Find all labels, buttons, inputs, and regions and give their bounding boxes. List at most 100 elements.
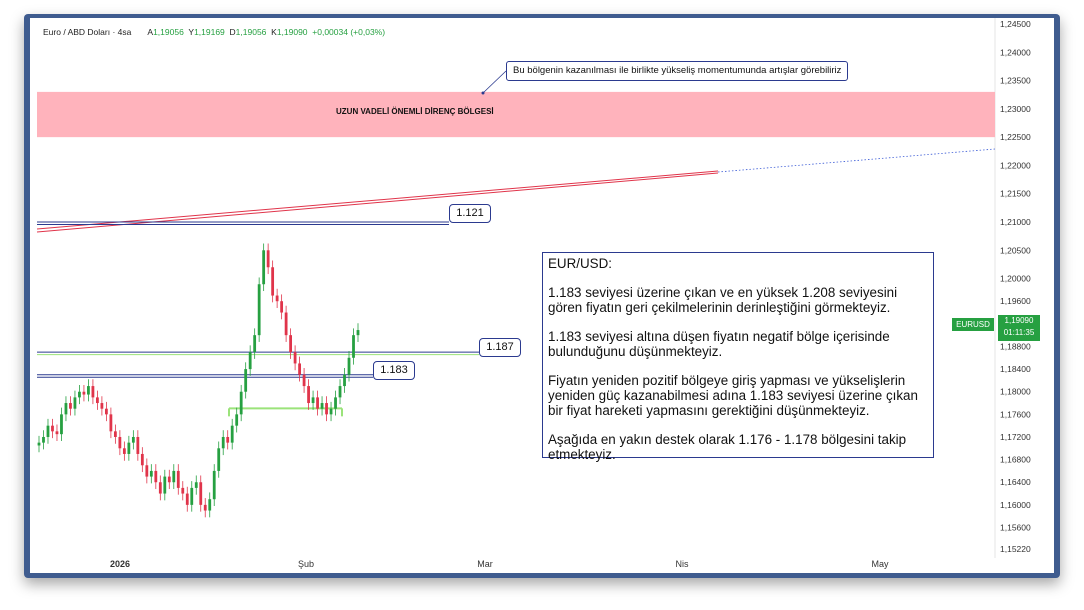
last-price: 1,19090 bbox=[1004, 316, 1034, 325]
y-tick-label: 1,17600 bbox=[1000, 409, 1031, 419]
low-value: 1,19056 bbox=[235, 27, 267, 37]
candle-body bbox=[199, 482, 203, 505]
high-label: Y bbox=[188, 27, 195, 37]
candle-body bbox=[235, 414, 239, 426]
callout-box[interactable]: Bu bölgenin kazanılması ile birlikte yük… bbox=[506, 61, 849, 81]
change-value: +0,00034 (+0,03%) bbox=[312, 27, 386, 37]
candle-body bbox=[257, 284, 261, 336]
candle-body bbox=[325, 403, 328, 415]
candle-body bbox=[302, 374, 306, 387]
candle-body bbox=[338, 386, 342, 398]
y-tick-label: 1,19600 bbox=[1000, 296, 1031, 306]
candle-body bbox=[221, 436, 225, 449]
note-paragraph-3: Fiyatın yeniden pozitif bölgeye giriş ya… bbox=[548, 373, 918, 418]
open-label: A bbox=[147, 27, 154, 37]
x-tick-label: Mar bbox=[477, 559, 493, 569]
candle-body bbox=[266, 250, 270, 268]
candle-body bbox=[167, 476, 171, 483]
candle-body bbox=[136, 436, 140, 454]
symbol-title: Euro / ABD Doları · 4sa bbox=[43, 27, 132, 37]
open-value: 1,19056 bbox=[153, 27, 184, 37]
trend-line-lower bbox=[36, 172, 719, 233]
candle-body bbox=[140, 453, 144, 466]
y-tick-label: 1,22500 bbox=[1000, 132, 1031, 142]
x-tick-label: 2026 bbox=[110, 559, 130, 569]
candle-body bbox=[113, 431, 117, 437]
candle-body bbox=[230, 425, 234, 443]
y-tick-label: 1,20500 bbox=[1000, 245, 1031, 255]
resistance-zone bbox=[37, 91, 995, 138]
candle-body bbox=[145, 465, 149, 477]
symbol-legend: Euro / ABD Doları · 4sa A1,19056 Y1,1916… bbox=[43, 27, 385, 37]
candle-body bbox=[87, 386, 90, 395]
candle-body bbox=[253, 335, 257, 353]
x-tick-label: Nis bbox=[676, 559, 689, 569]
candle-body bbox=[51, 425, 54, 432]
candle-body bbox=[60, 414, 63, 435]
candle-body bbox=[100, 403, 104, 409]
level-box-1183[interactable]: 1.183 bbox=[373, 361, 415, 380]
x-tick-label: Şub bbox=[298, 559, 314, 569]
candle-body bbox=[149, 470, 153, 477]
candle-body bbox=[190, 487, 194, 505]
y-tick-label: 1,16000 bbox=[1000, 500, 1031, 510]
candle-body bbox=[329, 408, 333, 415]
note-paragraph-2: 1.183 seviyesi altına düşen fiyatın nega… bbox=[548, 329, 890, 359]
y-tick-label: 1,21000 bbox=[1000, 217, 1031, 227]
candle-body bbox=[127, 442, 131, 454]
candle-body bbox=[118, 436, 122, 449]
candle-body bbox=[91, 386, 95, 398]
trend-extension bbox=[717, 148, 996, 173]
candle-body bbox=[316, 397, 319, 409]
candle-body bbox=[307, 386, 310, 404]
analysis-note[interactable]: EUR/USD: 1.183 seviyesi üzerine çıkan ve… bbox=[542, 252, 934, 462]
level-box-1187[interactable]: 1.187 bbox=[479, 338, 521, 357]
y-tick-label: 1,16400 bbox=[1000, 477, 1031, 487]
candle-body bbox=[176, 470, 180, 488]
candle-body bbox=[64, 403, 68, 415]
high-value: 1,19169 bbox=[194, 27, 225, 37]
y-tick-label: 1,15600 bbox=[1000, 523, 1031, 533]
note-paragraph-4: Aşağıda en yakın destek olarak 1.176 - 1… bbox=[548, 432, 907, 462]
trend-line-upper bbox=[36, 170, 719, 230]
y-tick-label: 1,16800 bbox=[1000, 455, 1031, 465]
candle-body bbox=[55, 431, 59, 435]
candle-body bbox=[104, 408, 108, 415]
candle-body bbox=[46, 425, 50, 437]
callout-anchor bbox=[481, 91, 485, 95]
candle-body bbox=[122, 448, 126, 454]
callout-pointer bbox=[482, 70, 507, 94]
candle-body bbox=[248, 352, 252, 370]
candle-body bbox=[203, 504, 207, 511]
candle-body bbox=[37, 442, 41, 446]
y-tick-label: 1,24500 bbox=[1000, 19, 1031, 29]
last-price-tag: 1,19090 01:11:35 bbox=[998, 315, 1040, 341]
candle-body bbox=[181, 487, 185, 494]
y-tick-label: 1,20000 bbox=[1000, 274, 1031, 284]
candle-body bbox=[356, 330, 360, 336]
y-tick-label: 1,18800 bbox=[1000, 341, 1031, 351]
candle-body bbox=[289, 335, 293, 353]
candle-body bbox=[163, 476, 167, 494]
candle-body bbox=[82, 391, 86, 395]
candle-body bbox=[284, 312, 288, 336]
candle-body bbox=[185, 493, 189, 505]
candle-body bbox=[69, 403, 72, 409]
y-tick-label: 1,23000 bbox=[1000, 104, 1031, 114]
low-label: D bbox=[229, 27, 236, 37]
bar-countdown: 01:11:35 bbox=[1003, 328, 1035, 337]
candle-body bbox=[42, 436, 45, 443]
candle-body bbox=[298, 363, 301, 375]
candle-body bbox=[352, 335, 355, 358]
candle-body bbox=[275, 295, 279, 302]
y-tick-label: 1,18000 bbox=[1000, 387, 1031, 397]
symbol-price-tag: EURUSD bbox=[952, 318, 994, 331]
level-box-1121[interactable]: 1.121 bbox=[449, 204, 491, 223]
candle-body bbox=[320, 403, 324, 409]
candle-body bbox=[280, 301, 284, 313]
price-chart[interactable]: 1,24500 1,24000 1,23500 1,23000 1,22500 1,220… bbox=[30, 18, 1054, 573]
y-tick-label: 1,18400 bbox=[1000, 364, 1031, 374]
y-tick-label: 1,17200 bbox=[1000, 432, 1031, 442]
y-tick-label: 1,23500 bbox=[1000, 76, 1031, 86]
x-tick-label: May bbox=[871, 559, 889, 569]
